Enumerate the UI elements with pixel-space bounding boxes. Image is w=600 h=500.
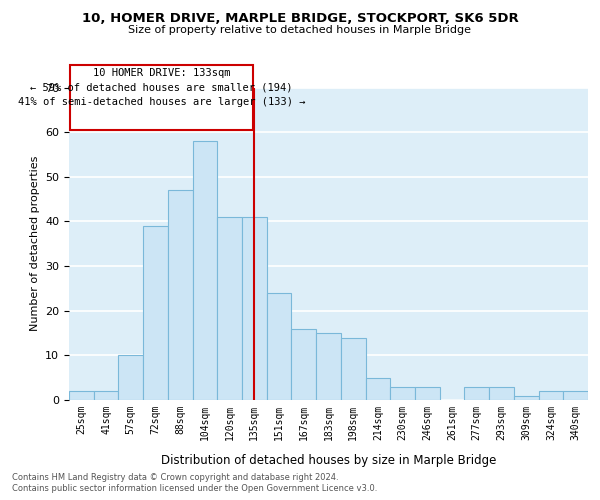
Text: Size of property relative to detached houses in Marple Bridge: Size of property relative to detached ho… — [128, 25, 472, 35]
Bar — [217, 217, 242, 400]
Text: 10, HOMER DRIVE, MARPLE BRIDGE, STOCKPORT, SK6 5DR: 10, HOMER DRIVE, MARPLE BRIDGE, STOCKPOR… — [82, 12, 518, 26]
Bar — [341, 338, 365, 400]
Bar — [390, 386, 415, 400]
Bar — [464, 386, 489, 400]
Bar — [193, 141, 217, 400]
Bar — [415, 386, 440, 400]
Text: 10 HOMER DRIVE: 133sqm
← 59% of detached houses are smaller (194)
41% of semi-de: 10 HOMER DRIVE: 133sqm ← 59% of detached… — [18, 68, 305, 107]
Bar — [563, 391, 588, 400]
Bar — [316, 333, 341, 400]
Bar — [242, 217, 267, 400]
Bar — [292, 328, 316, 400]
Bar — [539, 391, 563, 400]
Bar — [168, 190, 193, 400]
Bar — [143, 226, 168, 400]
Bar — [514, 396, 539, 400]
X-axis label: Distribution of detached houses by size in Marple Bridge: Distribution of detached houses by size … — [161, 454, 496, 467]
Bar — [69, 391, 94, 400]
Text: Contains public sector information licensed under the Open Government Licence v3: Contains public sector information licen… — [12, 484, 377, 493]
Bar — [267, 293, 292, 400]
Bar — [118, 356, 143, 400]
Bar — [489, 386, 514, 400]
Y-axis label: Number of detached properties: Number of detached properties — [29, 156, 40, 332]
Bar — [365, 378, 390, 400]
Bar — [94, 391, 118, 400]
Text: Contains HM Land Registry data © Crown copyright and database right 2024.: Contains HM Land Registry data © Crown c… — [12, 472, 338, 482]
